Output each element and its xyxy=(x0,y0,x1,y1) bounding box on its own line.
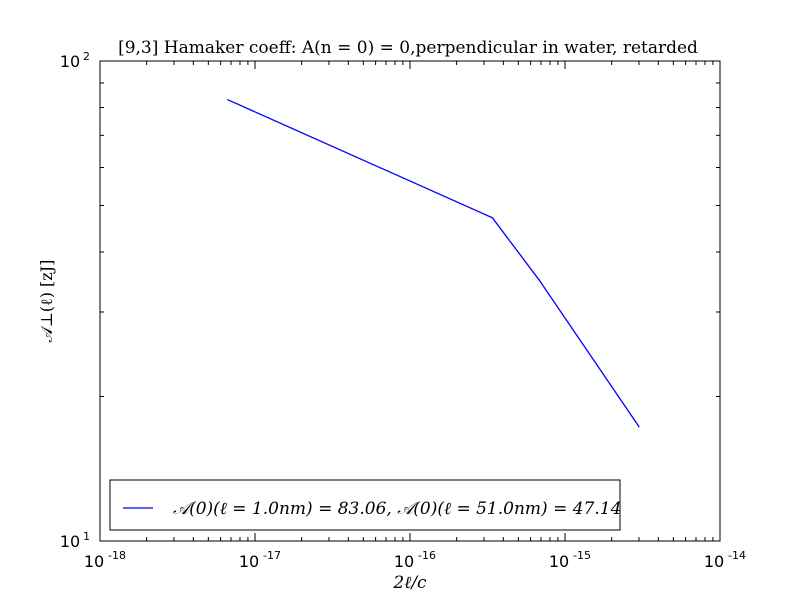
x-tick-exponent: -16 xyxy=(418,549,436,562)
y-tick-label: 10 xyxy=(60,52,80,71)
y-axis-label: 𝒜⊥(ℓ) [zJ] xyxy=(37,260,56,343)
x-tick-exponent: -14 xyxy=(728,549,746,562)
x-axis-ticks: 10 -18 10 -17 10 -16 10 -15 10 -14 xyxy=(84,61,746,571)
series-line xyxy=(227,99,640,428)
y-tick-exponent: 1 xyxy=(83,530,90,543)
data-point xyxy=(227,99,229,101)
series-layer xyxy=(227,99,640,428)
x-tick-label: 10 xyxy=(239,552,259,571)
data-point xyxy=(638,426,640,428)
data-point xyxy=(491,217,493,219)
x-tick-exponent: -18 xyxy=(108,549,126,562)
x-tick-exponent: -15 xyxy=(573,549,591,562)
legend-box xyxy=(109,479,621,531)
x-tick-exponent: -17 xyxy=(263,549,281,562)
y-tick-label: 10 xyxy=(60,532,80,551)
y-tick-exponent: 2 xyxy=(83,50,90,63)
data-point xyxy=(538,279,540,281)
chart-title: [9,3] Hamaker coeff: A(n = 0) = 0,perpen… xyxy=(118,38,698,58)
x-tick-label: 10 xyxy=(84,552,104,571)
legend-entry-label: 𝒜(0)(ℓ = 1.0nm) = 83.06, 𝒜(0)(ℓ = 51.0nm… xyxy=(173,499,621,519)
legend: 𝒜(0)(ℓ = 1.0nm) = 83.06, 𝒜(0)(ℓ = 51.0nm… xyxy=(109,479,621,531)
x-tick-label: 10 xyxy=(394,552,414,571)
x-tick-label: 10 xyxy=(549,552,569,571)
x-axis-label: 2ℓ/c xyxy=(392,573,427,593)
x-tick-label: 10 xyxy=(704,552,724,571)
